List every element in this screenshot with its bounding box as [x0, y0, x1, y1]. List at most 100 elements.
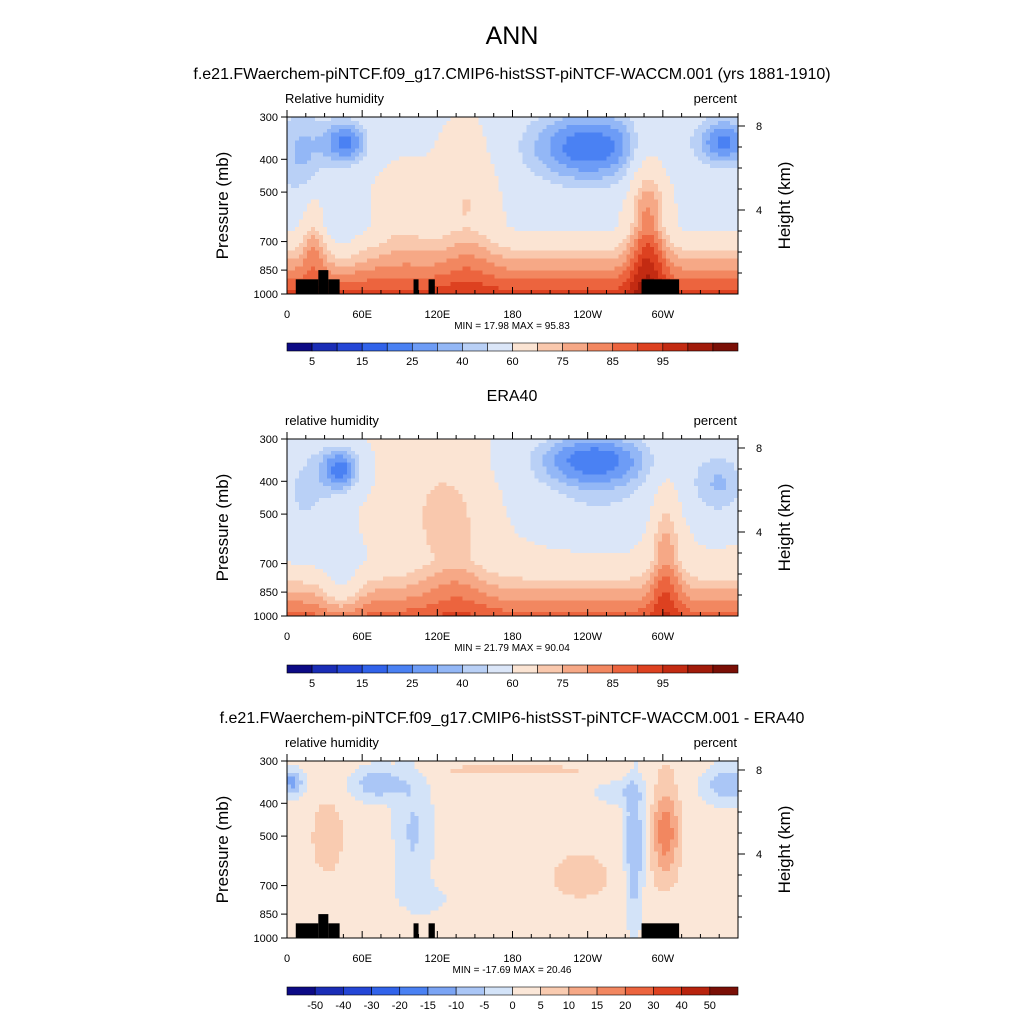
- colorbar-box: [513, 343, 538, 351]
- colorbar-label: 95: [657, 678, 669, 690]
- y2-tick-label: 8: [756, 443, 762, 455]
- colorbar-label: 5: [538, 1000, 544, 1012]
- colorbar-box: [312, 665, 337, 673]
- colorbar-box: [362, 343, 387, 351]
- y2-tick-label: 8: [756, 765, 762, 777]
- colorbar-label: 60: [506, 678, 518, 690]
- y2-axis-label: Height (km): [775, 484, 794, 572]
- colorbar-label: 25: [406, 356, 418, 368]
- x-tick-label: 180: [503, 953, 521, 965]
- colorbar-box: [337, 343, 362, 351]
- colorbar-label: 25: [406, 678, 418, 690]
- colorbar-box: [412, 343, 437, 351]
- colorbar-box: [713, 343, 738, 351]
- units-label: percent: [694, 91, 738, 106]
- figure-title: ANN: [486, 22, 539, 50]
- min-max-label: MIN = 17.98 MAX = 95.83: [454, 321, 570, 332]
- y-axis-label: Pressure (mb): [213, 796, 232, 904]
- x-tick-label: 180: [503, 309, 521, 321]
- x-tick-label: 60E: [352, 953, 372, 965]
- x-tick-label: 120W: [573, 953, 602, 965]
- y-axis-label: Pressure (mb): [213, 474, 232, 582]
- min-max-label: MIN = -17.69 MAX = 20.46: [453, 965, 572, 976]
- panel-3: f.e21.FWaerchem-piNTCF.f09_g17.CMIP6-his…: [213, 710, 804, 1012]
- x-tick-label: 120W: [573, 631, 602, 643]
- colorbar-label: -50: [307, 1000, 323, 1012]
- terrain-block: [318, 270, 328, 294]
- colorbar-label: 15: [356, 356, 368, 368]
- y2-axis-label: Height (km): [775, 806, 794, 894]
- y-tick-label: 850: [260, 265, 278, 277]
- terrain-block: [429, 923, 435, 938]
- panel-title: f.e21.FWaerchem-piNTCF.f09_g17.CMIP6-his…: [193, 66, 830, 83]
- panel-1: f.e21.FWaerchem-piNTCF.f09_g17.CMIP6-his…: [193, 66, 830, 368]
- colorbar-label: -15: [420, 1000, 436, 1012]
- x-tick-label: 120E: [424, 953, 450, 965]
- x-tick-label: 0: [284, 309, 290, 321]
- colorbar-label: 85: [607, 356, 619, 368]
- colorbar-box: [541, 987, 569, 995]
- colorbar-box: [538, 665, 563, 673]
- colorbar: 5 15 25 40 60 75 85 95: [287, 343, 738, 368]
- colorbar-box: [343, 987, 371, 995]
- colorbar-box: [428, 987, 456, 995]
- colorbar-label: 30: [647, 1000, 659, 1012]
- terrain-block: [642, 279, 680, 294]
- colorbar-label: 15: [591, 1000, 603, 1012]
- colorbar-box: [638, 665, 663, 673]
- colorbar-box: [387, 343, 412, 351]
- colorbar-box: [412, 665, 437, 673]
- colorbar-label: -30: [364, 1000, 380, 1012]
- colorbar-box: [663, 665, 688, 673]
- x-tick-label: 60E: [352, 309, 372, 321]
- variable-label: relative humidity: [285, 735, 379, 750]
- colorbar-box: [462, 665, 487, 673]
- x-tick-label: 120E: [424, 309, 450, 321]
- y-tick-label: 850: [260, 587, 278, 599]
- colorbar-box: [588, 343, 613, 351]
- colorbar-box: [710, 987, 738, 995]
- colorbar-label: 40: [456, 356, 468, 368]
- colorbar-label: -40: [335, 1000, 351, 1012]
- y2-tick-label: 4: [756, 527, 762, 539]
- colorbar-box: [513, 987, 541, 995]
- colorbar-box: [713, 665, 738, 673]
- y-tick-label: 400: [260, 798, 278, 810]
- colorbar-box: [462, 343, 487, 351]
- terrain-block: [328, 279, 339, 294]
- colorbar-label: 5: [309, 678, 315, 690]
- colorbar-box: [688, 343, 713, 351]
- panel-title: ERA40: [487, 388, 538, 405]
- colorbar-label: 75: [556, 356, 568, 368]
- terrain-block: [318, 914, 328, 938]
- y-tick-label: 400: [260, 154, 278, 166]
- y2-axis-label: Height (km): [775, 162, 794, 250]
- colorbar-label: 40: [456, 678, 468, 690]
- colorbar-box: [563, 665, 588, 673]
- colorbar-box: [287, 665, 312, 673]
- colorbar-box: [625, 987, 653, 995]
- y2-tick-label: 4: [756, 205, 762, 217]
- colorbar-box: [569, 987, 597, 995]
- colorbar-box: [484, 987, 512, 995]
- field: [287, 761, 739, 939]
- y2-tick-label: 4: [756, 849, 762, 861]
- y-tick-label: 500: [260, 509, 278, 521]
- field: [287, 439, 739, 617]
- colorbar-box: [538, 343, 563, 351]
- colorbar-box: [362, 665, 387, 673]
- colorbar-label: 15: [356, 678, 368, 690]
- colorbar-label: 85: [607, 678, 619, 690]
- terrain-block: [429, 279, 435, 294]
- colorbar: 5 15 25 40 60 75 85 95: [287, 665, 738, 690]
- x-tick-label: 0: [284, 631, 290, 643]
- colorbar-box: [372, 987, 400, 995]
- colorbar-label: -10: [448, 1000, 464, 1012]
- x-tick-label: 180: [503, 631, 521, 643]
- y-tick-label: 300: [260, 756, 278, 768]
- y-tick-label: 700: [260, 237, 278, 249]
